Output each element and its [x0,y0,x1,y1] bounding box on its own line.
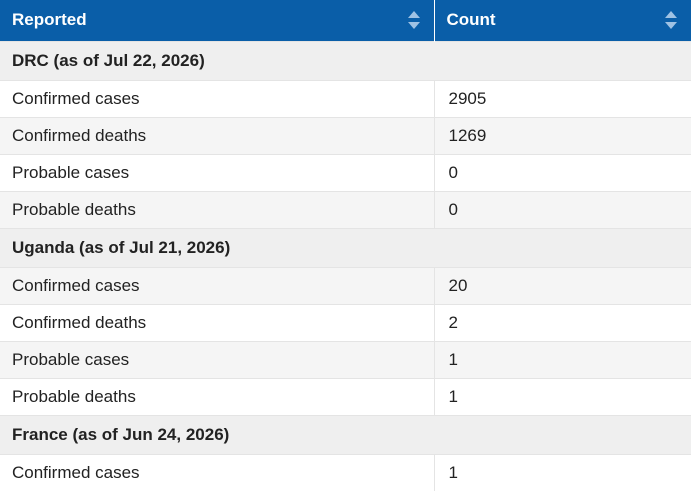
reported-header-label: Reported [12,10,87,30]
count-header-label: Count [446,10,496,30]
sort-icon[interactable] [665,11,677,31]
table-row: Confirmed deaths 2 [0,303,691,341]
row-label: Probable deaths [0,377,434,415]
table-row: Probable deaths 0 [0,190,691,228]
table-row: Probable cases 1 [0,340,691,378]
row-label: Confirmed deaths [0,303,434,341]
group-row-france: France (as of Jun 24, 2026) [0,414,691,454]
row-count: 20 [433,266,691,304]
row-count: 1 [433,340,691,378]
group-title: Uganda (as of Jul 21, 2026) [0,227,691,267]
row-label: Confirmed deaths [0,116,434,154]
row-count: 2905 [433,79,691,117]
sort-icon[interactable] [407,11,420,31]
row-label: Confirmed cases [0,453,434,491]
group-title: DRC (as of Jul 22, 2026) [0,40,691,80]
row-count: 2 [433,303,691,341]
group-row-uganda: Uganda (as of Jul 21, 2026) [0,227,691,267]
table-row: Confirmed cases 2905 [0,79,691,117]
count-column-header[interactable]: Count [433,0,691,41]
table-row: Confirmed deaths 1269 [0,116,691,154]
table-row: Confirmed cases 1 [0,453,691,491]
row-count: 1 [433,453,691,491]
row-count: 0 [433,153,691,191]
group-title: France (as of Jun 24, 2026) [0,414,691,454]
group-row-drc: DRC (as of Jul 22, 2026) [0,40,691,80]
table-row: Probable deaths 1 [0,377,691,415]
row-label: Probable cases [0,340,434,378]
row-label: Confirmed cases [0,266,434,304]
table-row: Probable cases 0 [0,153,691,191]
header-row: Reported Count [0,0,691,41]
row-label: Probable cases [0,153,434,191]
row-count: 1269 [433,116,691,154]
table-row: Confirmed cases 20 [0,266,691,304]
row-count: 1 [433,377,691,415]
reported-column-header[interactable]: Reported [0,0,434,41]
row-label: Confirmed cases [0,79,434,117]
row-count: 0 [433,190,691,228]
row-label: Probable deaths [0,190,434,228]
